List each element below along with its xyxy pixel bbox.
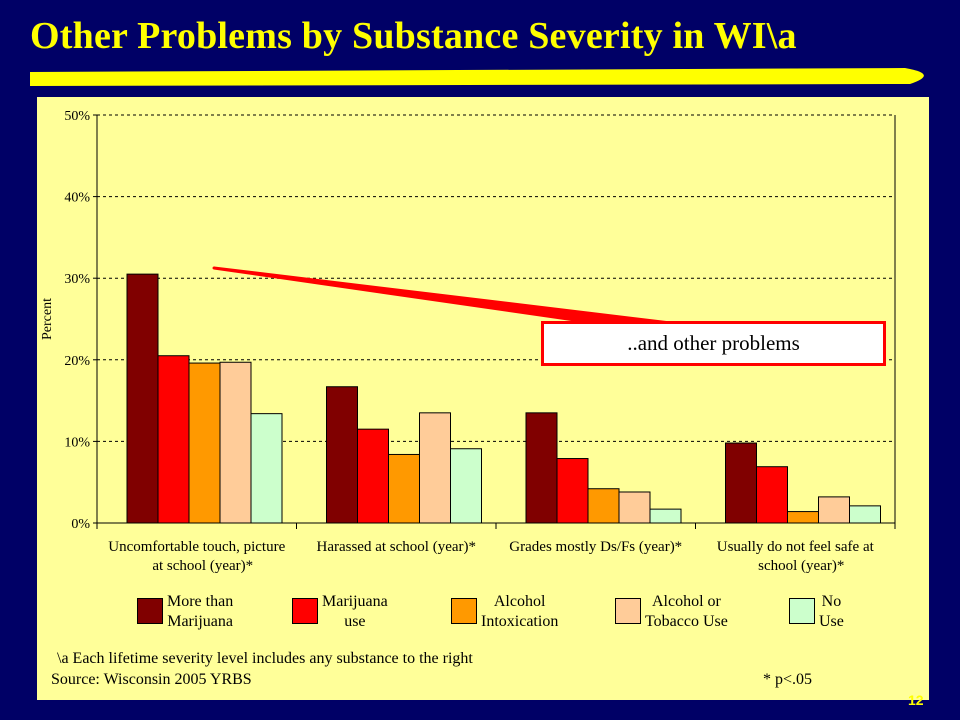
significance-note: * p<.05	[763, 671, 813, 688]
bar	[849, 505, 881, 524]
legend-label: Marijuana use	[322, 593, 388, 630]
bar	[157, 355, 190, 524]
bar	[525, 412, 558, 524]
chart-panel: 0% 10% 20% 30% 40% 50% Percent Uncomfortable to…	[37, 97, 929, 700]
legend-label: Alcohol Intoxication	[481, 593, 559, 630]
bar	[188, 362, 221, 524]
slide-title: Other Problems by Substance Severity in …	[30, 15, 797, 57]
bar	[219, 361, 252, 524]
y-tick-label: 50%	[64, 109, 90, 124]
y-tick-label: 30%	[64, 272, 90, 287]
legend-swatch	[137, 598, 163, 624]
bar	[419, 412, 451, 524]
legend-swatch	[292, 598, 318, 624]
bar	[649, 508, 682, 524]
bar	[450, 448, 482, 524]
legend-label: No Use	[819, 593, 844, 630]
bar	[556, 458, 589, 524]
y-tick-label: 0%	[71, 517, 90, 532]
y-tick-label: 40%	[64, 191, 90, 206]
legend-swatch	[615, 598, 641, 624]
x-tick-label: Usually do not feel safe at	[717, 539, 875, 555]
x-tick-label: school (year)*	[758, 558, 844, 574]
legend-swatch	[789, 598, 815, 624]
bar	[126, 273, 159, 524]
source-note: Source: Wisconsin 2005 YRBS	[51, 671, 252, 688]
bar-chart: 0% 10% 20% 30% 40% 50% Percent Uncomfortable to…	[40, 109, 896, 574]
bar	[787, 511, 819, 524]
title-underline-swoosh	[30, 68, 924, 86]
bar	[725, 442, 757, 524]
bar	[756, 466, 788, 524]
y-axis-label: Percent	[40, 298, 55, 340]
y-tick-label: 20%	[64, 354, 90, 369]
x-tick-label: Uncomfortable touch, picture	[108, 539, 285, 555]
y-tick-label: 10%	[64, 435, 90, 450]
legend-swatch	[451, 598, 477, 624]
bar	[388, 453, 420, 524]
bar	[326, 386, 358, 524]
legend-label: Alcohol or Tobacco Use	[645, 593, 728, 630]
bar	[587, 488, 620, 524]
callout-box: ..and other problems	[541, 321, 886, 366]
callout-pointer	[212, 266, 689, 327]
bar	[357, 428, 389, 524]
legend-label: More than Marijuana	[167, 593, 234, 630]
x-tick-label: at school (year)*	[152, 558, 253, 574]
bar	[618, 491, 651, 524]
page-number: 12	[908, 692, 924, 708]
x-tick-label: Grades mostly Ds/Fs (year)*	[509, 539, 682, 555]
bar	[818, 496, 850, 524]
x-tick-label: Harassed at school (year)*	[316, 539, 476, 555]
bar	[250, 413, 283, 524]
footnote: \a Each lifetime severity level includes…	[57, 650, 473, 667]
